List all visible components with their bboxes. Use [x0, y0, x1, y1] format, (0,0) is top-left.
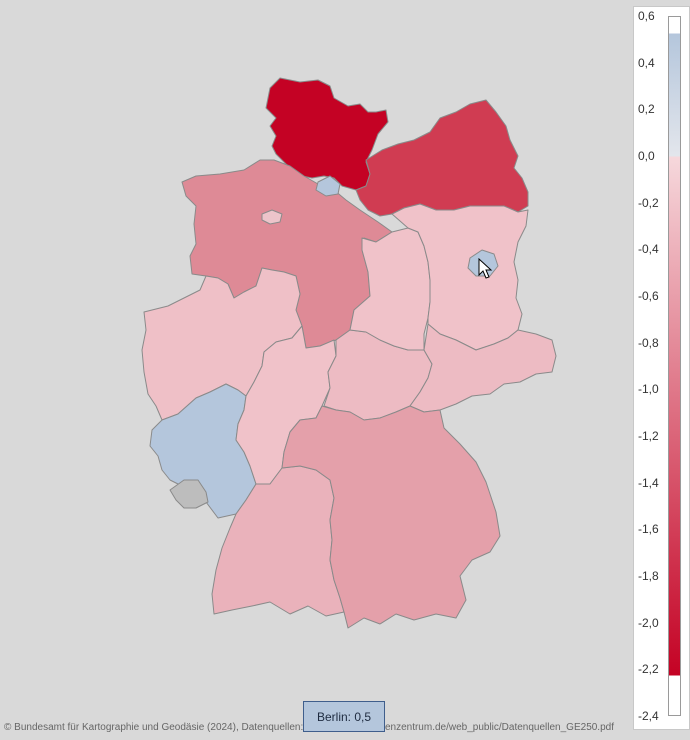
- state-sachsen[interactable]: [409, 323, 557, 413]
- state-bayern[interactable]: [281, 405, 501, 629]
- legend-tick-label: -1,8: [638, 569, 659, 583]
- state-bremen[interactable]: [261, 209, 283, 225]
- legend-tick-label: 0,4: [638, 55, 655, 70]
- tooltip-text: Berlin: 0,5: [316, 709, 372, 724]
- region-tooltip: Berlin: 0,5: [303, 701, 385, 732]
- legend-tick-label: -0,4: [638, 242, 659, 257]
- legend-tick-label: -2,2: [638, 662, 659, 677]
- legend-tick-label: -1,4: [638, 475, 659, 490]
- legend-tick-label: -2,0: [638, 615, 659, 630]
- state-brandenburg[interactable]: [391, 203, 529, 351]
- legend-tick-label: -0,6: [638, 289, 659, 303]
- state-mecklenburg-vorpommern[interactable]: [355, 99, 529, 217]
- mouse-cursor-icon: [478, 258, 493, 279]
- state-saarland[interactable]: [169, 479, 209, 509]
- legend-tick-label: 0,6: [638, 9, 655, 23]
- legend-tick-label: -1,6: [638, 522, 659, 537]
- legend-tick-label: 0,0: [638, 149, 655, 163]
- legend-tick-label: 0,2: [638, 102, 655, 117]
- legend-tick-label: -2,4: [638, 709, 659, 723]
- legend-tick-label: -1,0: [638, 382, 659, 397]
- legend-tick-label: -1,2: [638, 429, 659, 443]
- state-hamburg[interactable]: [315, 175, 341, 197]
- legend-tick-label: -0,2: [638, 195, 659, 210]
- legend-color-bar: [668, 16, 681, 716]
- legend-tick-label: -0,8: [638, 335, 659, 350]
